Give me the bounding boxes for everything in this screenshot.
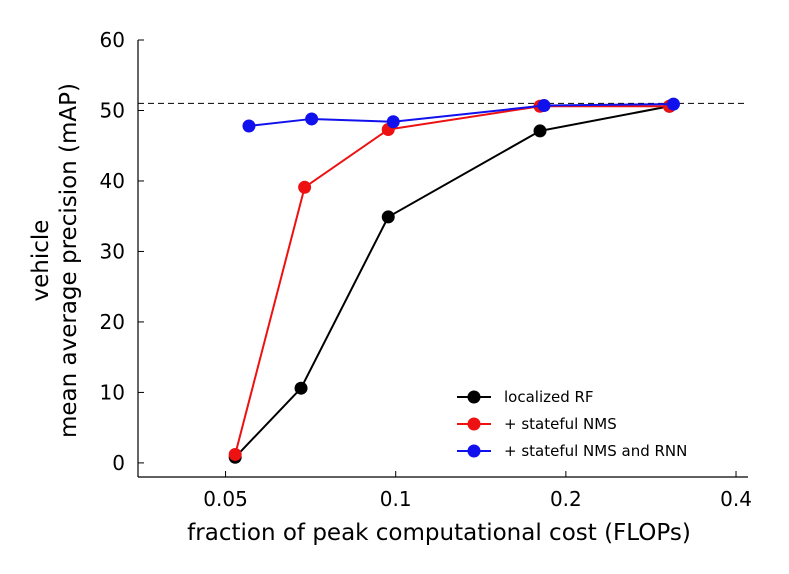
data-point: [381, 210, 395, 224]
series-line-1: [234, 105, 670, 455]
data-point: [228, 447, 242, 461]
legend: localized RF + stateful NMS + stateful NMS…: [457, 388, 687, 460]
y-tick-label: 30: [100, 239, 125, 263]
y-tick-label: 40: [100, 169, 125, 193]
x-tick-label: 0.05: [203, 487, 248, 511]
legend-label-0: localized RF: [504, 388, 594, 406]
legend-label-1: + stateful NMS: [504, 415, 617, 433]
series-line-0: [234, 105, 670, 458]
x-tick-label: 0.2: [550, 487, 582, 511]
series-layer: [228, 97, 680, 464]
legend-label-2: + stateful NMS and RNN: [504, 442, 687, 460]
y-tick-label: 20: [100, 310, 125, 334]
legend-marker-0: [467, 390, 481, 404]
plot-area: 0 10 20 30 40 50 60 0.05 0.1 0.2 0.4: [100, 28, 752, 511]
y-axis-title-line-2: mean average precision (mAP): [56, 83, 82, 438]
data-point: [242, 119, 256, 133]
y-tick-label: 10: [100, 380, 125, 404]
y-tick-label: 60: [100, 28, 125, 52]
x-tick-label: 0.4: [720, 487, 752, 511]
x-tick-label: 0.1: [380, 487, 412, 511]
data-point: [294, 381, 308, 395]
data-point: [298, 180, 312, 194]
data-point: [537, 99, 551, 113]
data-point: [533, 124, 547, 138]
x-ticks: 0.05 0.1 0.2 0.4: [203, 471, 752, 511]
y-tick-label: 50: [100, 98, 125, 122]
y-tick-label: 0: [112, 451, 125, 475]
data-point: [305, 112, 319, 126]
x-axis-title: fraction of peak computational cost (FLO…: [187, 520, 691, 546]
y-axis-title-line-1: vehicle: [28, 220, 54, 302]
legend-marker-1: [467, 417, 481, 431]
data-point: [386, 115, 400, 129]
data-point: [666, 97, 680, 111]
legend-marker-2: [467, 444, 481, 458]
y-ticks: 0 10 20 30 40 50 60: [100, 28, 144, 475]
